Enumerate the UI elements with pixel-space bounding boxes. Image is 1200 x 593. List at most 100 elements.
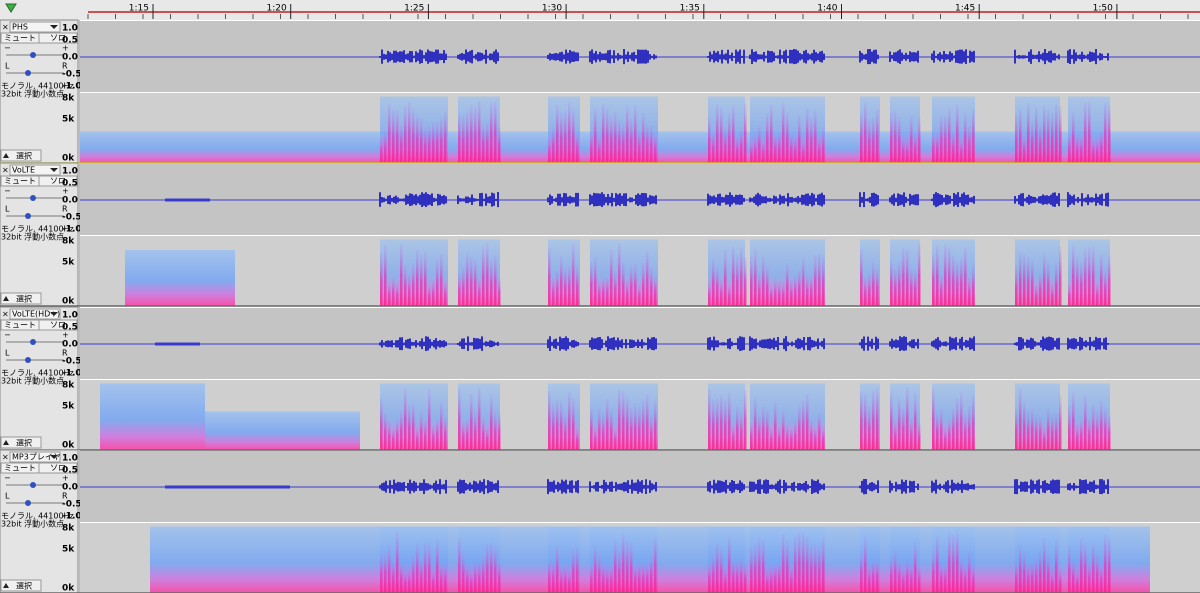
select-label: 選択 (16, 438, 32, 448)
spectrogram-harmonic (1092, 543, 1095, 593)
select-label: 選択 (16, 151, 32, 161)
solo-button[interactable] (38, 462, 78, 474)
spectrogram-harmonic (1059, 246, 1062, 306)
track-format: モノラル, 44100Hz (1, 512, 74, 521)
spec-tick-label: 5k (62, 545, 75, 555)
spectrogram-harmonic (638, 284, 641, 306)
spectrogram-harmonic (758, 125, 761, 163)
spectrogram-harmonic (740, 558, 743, 593)
spectrogram-harmonic (1031, 408, 1034, 450)
spectrogram-harmonic (822, 256, 825, 306)
menu-arrow[interactable] (50, 312, 58, 316)
spectrogram-harmonic (436, 539, 439, 593)
spectrogram-harmonic (864, 277, 867, 306)
spectrogram-harmonic (1023, 137, 1026, 163)
spectrogram-harmonic (590, 261, 593, 306)
select-button[interactable] (0, 579, 42, 592)
spectrogram-harmonic (384, 551, 387, 593)
spectrogram-harmonic (1076, 571, 1079, 593)
select-button[interactable] (0, 292, 42, 305)
spectrogram-harmonic (548, 560, 551, 593)
spectrogram-harmonic (614, 270, 617, 306)
spectrogram-harmonic (918, 566, 921, 593)
spectrogram-harmonic (486, 121, 489, 163)
spectrogram-harmonic (638, 130, 641, 163)
gain-slider-thumb[interactable] (30, 52, 36, 58)
track-name-menu[interactable] (9, 164, 61, 176)
spectrogram-harmonic (1043, 253, 1046, 306)
gain-minus: − (4, 474, 11, 483)
spectrogram-harmonic (1088, 417, 1091, 450)
spectrogram-harmonic (1047, 261, 1050, 306)
spectrogram-harmonic (396, 109, 399, 163)
gain-slider-thumb[interactable] (30, 339, 36, 345)
close-button[interactable]: × (2, 166, 9, 175)
spectrogram-harmonic (642, 400, 645, 450)
spectrogram-harmonic (708, 282, 711, 306)
spectrogram-harmonic (798, 269, 801, 306)
spectrogram-harmonic (482, 417, 485, 450)
spectrogram-harmonic (914, 269, 917, 306)
spectrogram-harmonic (960, 557, 963, 593)
spectrogram-harmonic (876, 109, 879, 163)
track-format: モノラル, 44100Hz (1, 82, 74, 91)
spectrogram-harmonic (590, 407, 593, 450)
spectrogram-harmonic (1080, 261, 1083, 306)
ruler-label: 1:20 (266, 4, 286, 14)
spectrogram-harmonic (416, 542, 419, 593)
track-name-menu[interactable] (9, 451, 61, 463)
wave-tick-label: -0.5 (62, 500, 82, 510)
menu-arrow[interactable] (50, 25, 58, 29)
track-name-menu[interactable] (9, 21, 61, 33)
spectrogram-harmonic (1059, 568, 1062, 593)
solo-button[interactable] (38, 175, 78, 187)
collapse-arrow[interactable] (3, 440, 9, 445)
pan-slider-thumb[interactable] (25, 213, 31, 219)
close-button[interactable]: × (2, 23, 9, 32)
collapse-arrow[interactable] (3, 296, 9, 301)
close-button[interactable]: × (2, 310, 9, 319)
spectrogram-harmonic (552, 278, 555, 306)
solo-button[interactable] (38, 319, 78, 331)
spectrogram-harmonic (1051, 571, 1054, 593)
gain-minus: − (4, 187, 11, 196)
play-head-button[interactable] (5, 3, 17, 13)
spectrogram-harmonic (412, 402, 415, 450)
spectrogram-harmonic (436, 121, 439, 163)
collapse-arrow[interactable] (3, 583, 9, 588)
pan-slider-thumb[interactable] (25, 357, 31, 363)
spectrogram-harmonic (944, 564, 947, 593)
spectrogram-harmonic (952, 255, 955, 306)
spectrogram-harmonic (1015, 561, 1018, 593)
spectrogram-harmonic (960, 139, 963, 163)
spectrogram-harmonic (786, 112, 789, 163)
pan-slider-thumb[interactable] (25, 500, 31, 506)
select-button[interactable] (0, 436, 42, 449)
spectrogram-harmonic (814, 426, 817, 450)
menu-arrow[interactable] (50, 455, 58, 459)
spectrogram-harmonic (936, 132, 939, 163)
spectrogram-harmonic (466, 565, 469, 593)
close-button[interactable]: × (2, 453, 9, 462)
gain-slider-thumb[interactable] (30, 482, 36, 488)
solo-button[interactable] (38, 32, 78, 44)
spectrogram-harmonic (948, 419, 951, 450)
wave-tick-label: -1.0 (62, 512, 82, 522)
wave-tick-label: -1.0 (62, 225, 82, 235)
pan-right: R (62, 205, 68, 214)
menu-arrow[interactable] (50, 168, 58, 172)
spectrogram-harmonic (948, 107, 951, 163)
gain-slider-thumb[interactable] (30, 195, 36, 201)
spectrogram-harmonic (408, 569, 411, 593)
select-button[interactable] (0, 149, 42, 162)
spectrogram-harmonic (1047, 108, 1050, 163)
spectrogram-harmonic (1059, 105, 1062, 163)
collapse-arrow[interactable] (3, 153, 9, 158)
gain-plus: + (62, 474, 69, 483)
spectrogram-harmonic (416, 249, 419, 306)
spec-tick-label: 5k (62, 402, 75, 412)
spectrogram-harmonic (548, 138, 551, 163)
track-name-menu[interactable] (9, 308, 61, 320)
spectrogram-harmonic (770, 284, 773, 306)
pan-slider-thumb[interactable] (25, 70, 31, 76)
